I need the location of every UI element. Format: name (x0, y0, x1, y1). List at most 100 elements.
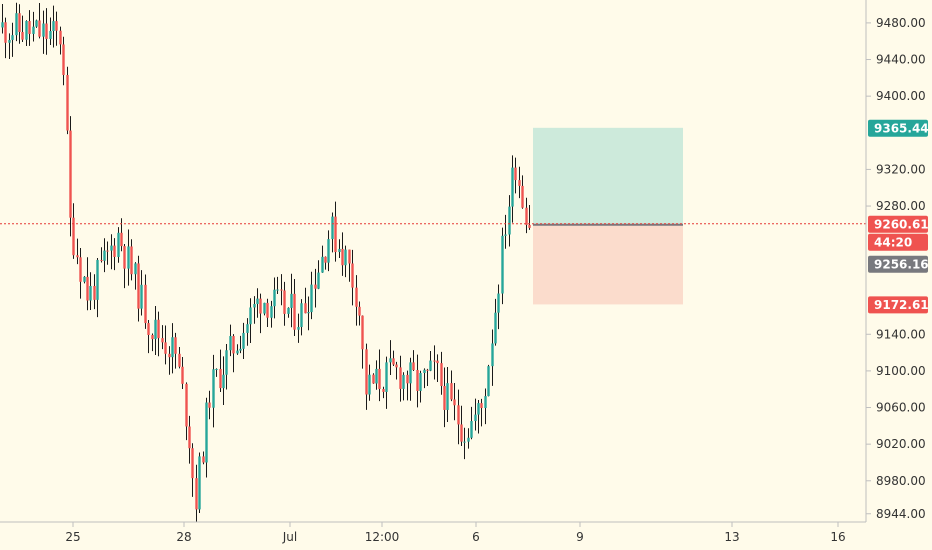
candle[interactable] (123, 244, 126, 289)
candle[interactable] (402, 372, 405, 401)
candle[interactable] (378, 349, 381, 402)
candle[interactable] (460, 405, 463, 447)
candle[interactable] (440, 351, 443, 395)
candle[interactable] (18, 4, 21, 44)
candle[interactable] (443, 367, 446, 428)
candle[interactable] (307, 296, 310, 331)
candle[interactable] (484, 388, 487, 425)
candle[interactable] (113, 238, 116, 271)
candle[interactable] (249, 298, 252, 344)
candle[interactable] (164, 325, 167, 365)
candle[interactable] (66, 66, 69, 135)
candle[interactable] (117, 227, 120, 263)
candle[interactable] (348, 249, 351, 282)
candle[interactable] (351, 249, 354, 306)
candle[interactable] (470, 406, 473, 440)
candle[interactable] (310, 271, 313, 320)
candle[interactable] (208, 390, 211, 420)
candle[interactable] (392, 350, 395, 367)
candle[interactable] (174, 332, 177, 369)
candle[interactable] (202, 451, 205, 465)
price-axis[interactable]: 9480.00 9440.00 9400.00 9320.00 9280.00 9140.… (866, 16, 926, 521)
candle[interactable] (525, 197, 528, 234)
candle[interactable] (463, 427, 466, 460)
candle[interactable] (147, 319, 150, 354)
candle[interactable] (49, 17, 52, 46)
candle[interactable] (229, 324, 232, 357)
candle[interactable] (161, 325, 164, 350)
candle[interactable] (419, 370, 422, 403)
candle[interactable] (181, 356, 184, 389)
candle[interactable] (59, 26, 62, 55)
candle[interactable] (253, 296, 256, 324)
candle[interactable] (38, 2, 41, 39)
candle[interactable] (144, 274, 147, 329)
candle[interactable] (409, 357, 412, 401)
candle[interactable] (355, 275, 358, 326)
candle[interactable] (436, 354, 439, 383)
candle[interactable] (242, 322, 245, 360)
target-zone[interactable] (533, 127, 683, 224)
candle[interactable] (154, 305, 157, 356)
candle[interactable] (477, 400, 480, 434)
candle[interactable] (290, 273, 293, 328)
candle[interactable] (198, 452, 201, 513)
candle[interactable] (86, 257, 89, 311)
candle[interactable] (497, 284, 500, 330)
candle[interactable] (426, 368, 429, 387)
candle[interactable] (72, 203, 75, 259)
candle[interactable] (412, 350, 415, 371)
candle[interactable] (219, 349, 222, 392)
candle[interactable] (399, 355, 402, 402)
candle[interactable] (212, 354, 215, 428)
candle[interactable] (205, 397, 208, 478)
candle[interactable] (270, 300, 273, 328)
candle[interactable] (395, 361, 398, 380)
candle[interactable] (195, 464, 198, 522)
candle[interactable] (416, 354, 419, 408)
candle[interactable] (508, 195, 511, 247)
candle[interactable] (96, 258, 99, 318)
candle[interactable] (4, 17, 7, 59)
candle[interactable] (321, 245, 324, 273)
candle[interactable] (259, 293, 262, 334)
candle[interactable] (368, 364, 371, 401)
candlestick-series[interactable] (1, 2, 531, 522)
candle[interactable] (389, 340, 392, 376)
candle[interactable] (191, 443, 194, 497)
candle[interactable] (15, 2, 18, 42)
candle[interactable] (45, 8, 48, 55)
candle[interactable] (423, 368, 426, 389)
candle[interactable] (406, 370, 409, 401)
candle[interactable] (232, 334, 235, 373)
candle[interactable] (283, 281, 286, 326)
candle[interactable] (225, 344, 228, 390)
candle[interactable] (494, 298, 497, 346)
candle[interactable] (385, 356, 388, 409)
candle[interactable] (293, 279, 296, 336)
candle[interactable] (263, 302, 266, 316)
candle[interactable] (433, 345, 436, 380)
stop-zone[interactable] (533, 223, 683, 305)
candle[interactable] (338, 239, 341, 259)
candle[interactable] (140, 270, 143, 316)
candle[interactable] (185, 382, 188, 441)
candle[interactable] (130, 239, 133, 281)
candle[interactable] (134, 262, 137, 290)
candle[interactable] (474, 398, 477, 431)
candle[interactable] (236, 344, 239, 355)
candle[interactable] (239, 335, 242, 354)
candle[interactable] (137, 255, 140, 322)
candle[interactable] (79, 248, 82, 299)
candle[interactable] (450, 370, 453, 402)
candle[interactable] (266, 298, 269, 327)
candle[interactable] (11, 22, 14, 57)
candle[interactable] (83, 276, 86, 284)
candle[interactable] (287, 307, 290, 318)
candle[interactable] (491, 329, 494, 386)
candle[interactable] (327, 230, 330, 272)
candle[interactable] (521, 175, 524, 209)
candle[interactable] (100, 247, 103, 263)
